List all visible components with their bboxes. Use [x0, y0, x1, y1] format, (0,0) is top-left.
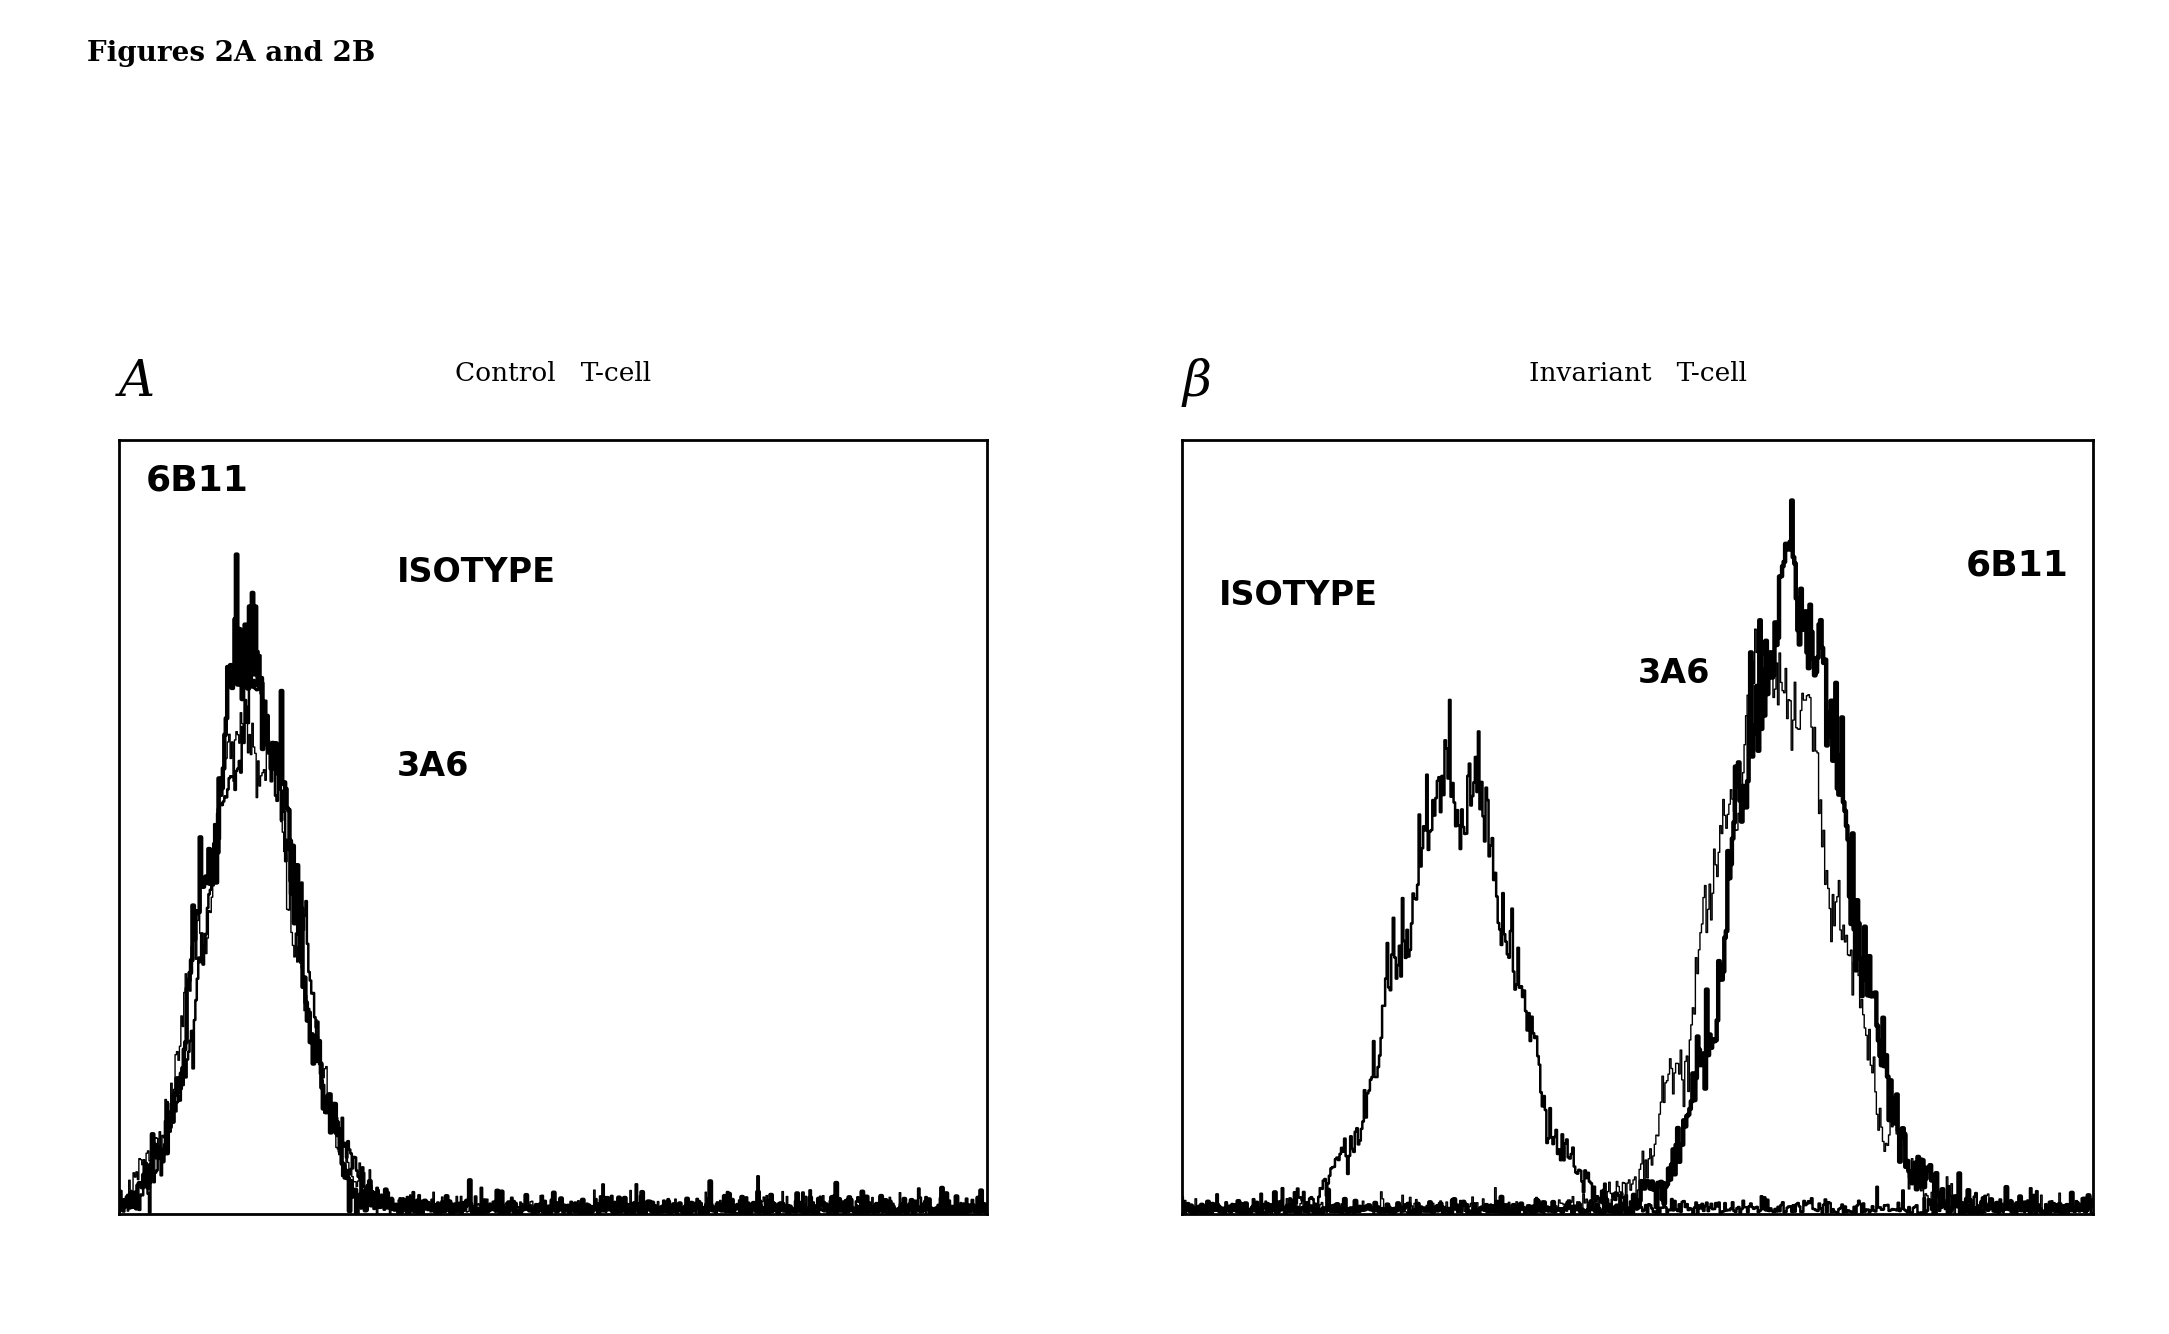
- Text: ISOTYPE: ISOTYPE: [1219, 579, 1377, 612]
- Text: Figures 2A and 2B: Figures 2A and 2B: [87, 40, 375, 67]
- Text: Invariant   T-cell: Invariant T-cell: [1529, 362, 1746, 386]
- Text: 3A6: 3A6: [1638, 656, 1709, 690]
- Text: β: β: [1182, 358, 1210, 407]
- Text: 3A6: 3A6: [397, 750, 469, 783]
- Text: Control   T-cell: Control T-cell: [455, 362, 651, 386]
- Text: A: A: [119, 358, 156, 407]
- Text: 6B11: 6B11: [145, 463, 247, 498]
- Text: 6B11: 6B11: [1965, 548, 2069, 583]
- Text: ISOTYPE: ISOTYPE: [397, 556, 555, 590]
